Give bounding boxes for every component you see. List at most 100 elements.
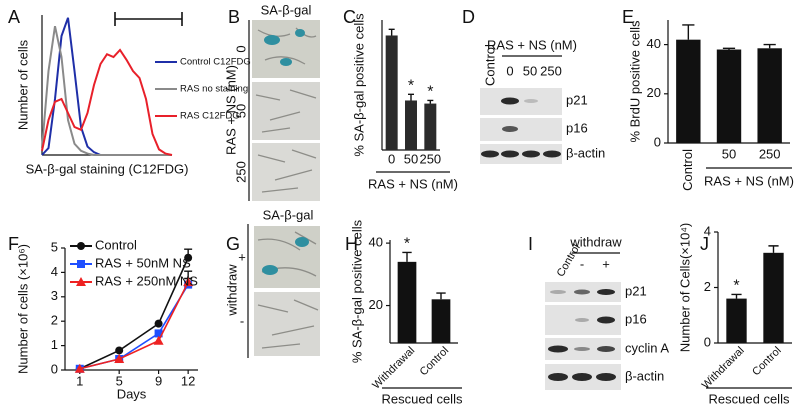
x-tick-label: 250 (419, 151, 441, 166)
blot-band (522, 150, 540, 158)
blot-band (597, 346, 615, 352)
micrograph (254, 226, 320, 288)
y-axis-label: % SA-β-gal positive cells (351, 13, 366, 157)
legend-label: RAS + 50nM NS (95, 255, 191, 270)
y-axis-label: Number of cells (15, 39, 30, 130)
x-tick-label: Control (680, 149, 695, 191)
x-tick-label: 50 (404, 151, 418, 166)
bar (424, 103, 437, 150)
cells (257, 299, 319, 349)
legend-label: RAS C12FDG (180, 111, 240, 122)
legend-marker (77, 242, 85, 250)
error-bar (408, 93, 414, 101)
series-line (41, 25, 172, 156)
panel-label: C (343, 7, 356, 27)
image-title: SA-β-gal (263, 207, 314, 222)
point (154, 329, 163, 338)
stained-cell (280, 58, 292, 66)
x-tick-label: Control (418, 345, 452, 379)
blot-band (574, 289, 590, 295)
y-axis-label: % BrdU positive cells (627, 20, 642, 143)
blot-strip (480, 144, 562, 164)
row-label: 50 (233, 104, 248, 118)
error-bar (402, 251, 412, 262)
blot-band (481, 150, 499, 158)
band-label: p21 (566, 92, 588, 107)
x-axis-label: RAS + NS (nM) (368, 176, 458, 191)
x-axis-label: SA-β-gal staining (C12FDG) (26, 161, 189, 176)
blot-band (502, 126, 518, 132)
blot-band (548, 345, 568, 353)
row-label: - (240, 313, 244, 328)
gate-bracket (114, 12, 183, 26)
error-bar (722, 47, 736, 50)
y-tick-label: 5 (51, 239, 58, 254)
legend-label: RAS + 250nM NS (95, 273, 198, 288)
bar (763, 252, 784, 343)
bar (726, 298, 747, 343)
y-tick-label: 4 (704, 223, 711, 238)
lane-label: 0 (506, 63, 513, 78)
band-label: β-actin (625, 368, 664, 383)
error-bar (682, 24, 695, 40)
blot-strip (480, 88, 562, 115)
point (114, 354, 125, 364)
cells (255, 89, 317, 133)
x-tick-label: 12 (181, 373, 195, 388)
stained-cell (295, 29, 305, 37)
blot-band (596, 373, 616, 381)
y-tick-label: 40 (369, 235, 383, 250)
micrograph (254, 292, 320, 356)
series-line (79, 257, 189, 370)
legend-label: Control C12FDG (180, 57, 251, 68)
panel-label: G (226, 234, 240, 254)
panel-g: G SA-β-gal withdraw + - (224, 207, 320, 358)
y-tick-label: 2 (704, 279, 711, 294)
stained-cell (262, 265, 278, 275)
point (184, 253, 193, 262)
error-bar (768, 245, 779, 253)
lane-label: 250 (540, 63, 562, 78)
panel-i: I Control withdraw - + p21 p16 cyclin A … (528, 234, 669, 390)
significance-star: * (733, 278, 739, 295)
y-tick-label: 40 (647, 36, 661, 51)
series-line (79, 284, 189, 370)
bar (676, 39, 701, 143)
blot-band (543, 150, 561, 158)
x-axis-label: Days (117, 386, 147, 401)
x-tick-label: 1 (76, 373, 83, 388)
stained-cell (295, 237, 309, 247)
x-tick-label: Withdrawal (700, 345, 747, 392)
bar (405, 100, 417, 150)
bar (385, 35, 398, 150)
significance-star: * (404, 236, 410, 253)
stained-cell (264, 35, 280, 45)
blot-band (597, 289, 615, 295)
point (74, 363, 85, 373)
panel-label: B (228, 7, 240, 27)
y-tick-label: 4 (51, 264, 58, 279)
blot-band (572, 373, 592, 381)
axis-label: RAS + NS (nM) (223, 65, 238, 155)
y-tick-label: 2 (51, 313, 58, 328)
bar (397, 261, 417, 343)
panel-d: D RAS + NS (nM) Control 0 50 250 p21 p16… (462, 7, 605, 164)
panel-label: D (462, 7, 475, 27)
error-bar (436, 292, 446, 300)
lane-label: + (602, 256, 610, 271)
point (154, 319, 163, 328)
image-title: SA-β-gal (261, 2, 312, 17)
blot-strip (480, 118, 562, 141)
axis-label: withdraw (224, 264, 239, 317)
band-label: cyclin A (625, 340, 669, 355)
x-tick-label: 50 (722, 146, 736, 161)
panel-label: E (622, 7, 634, 27)
x-tick-label: 5 (116, 373, 123, 388)
blot-band (550, 290, 566, 294)
blot-band (548, 373, 568, 381)
series-line (41, 48, 173, 156)
error-bar (388, 28, 395, 36)
x-tick-label: Withdrawal (370, 345, 417, 392)
x-axis-label: Rescued cells (709, 391, 790, 406)
